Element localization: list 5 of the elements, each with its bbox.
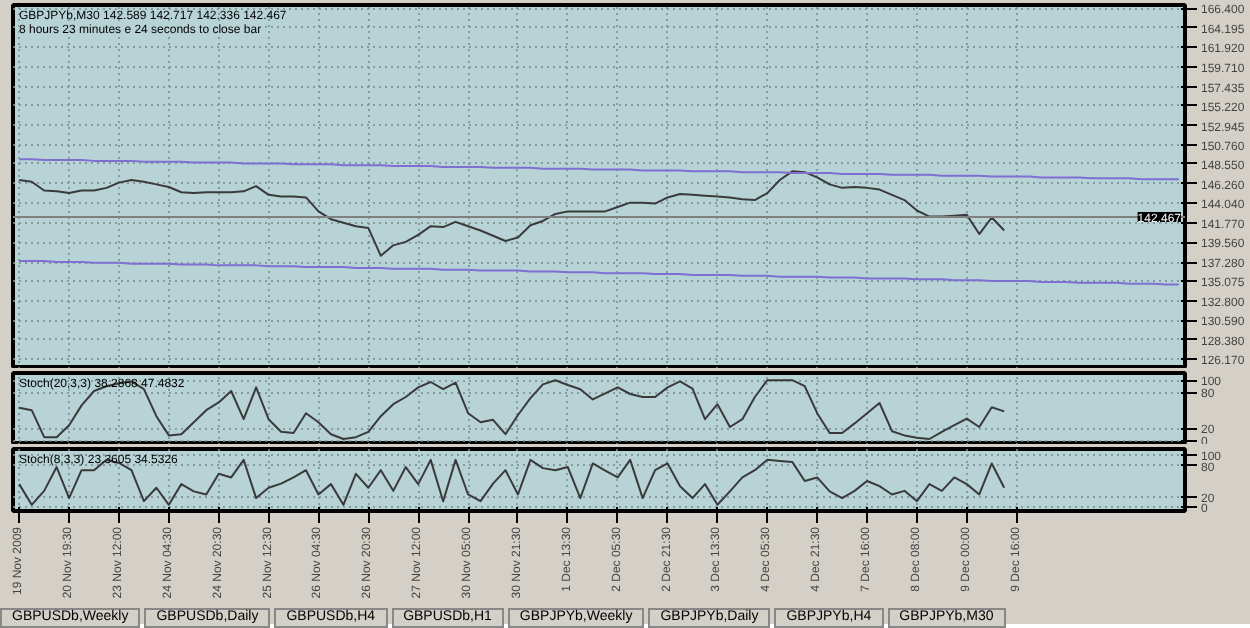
line-series bbox=[18, 379, 1006, 440]
line-series bbox=[18, 158, 1180, 181]
line-series bbox=[18, 458, 1006, 506]
line-series bbox=[18, 170, 1006, 257]
line-series bbox=[18, 260, 1180, 286]
